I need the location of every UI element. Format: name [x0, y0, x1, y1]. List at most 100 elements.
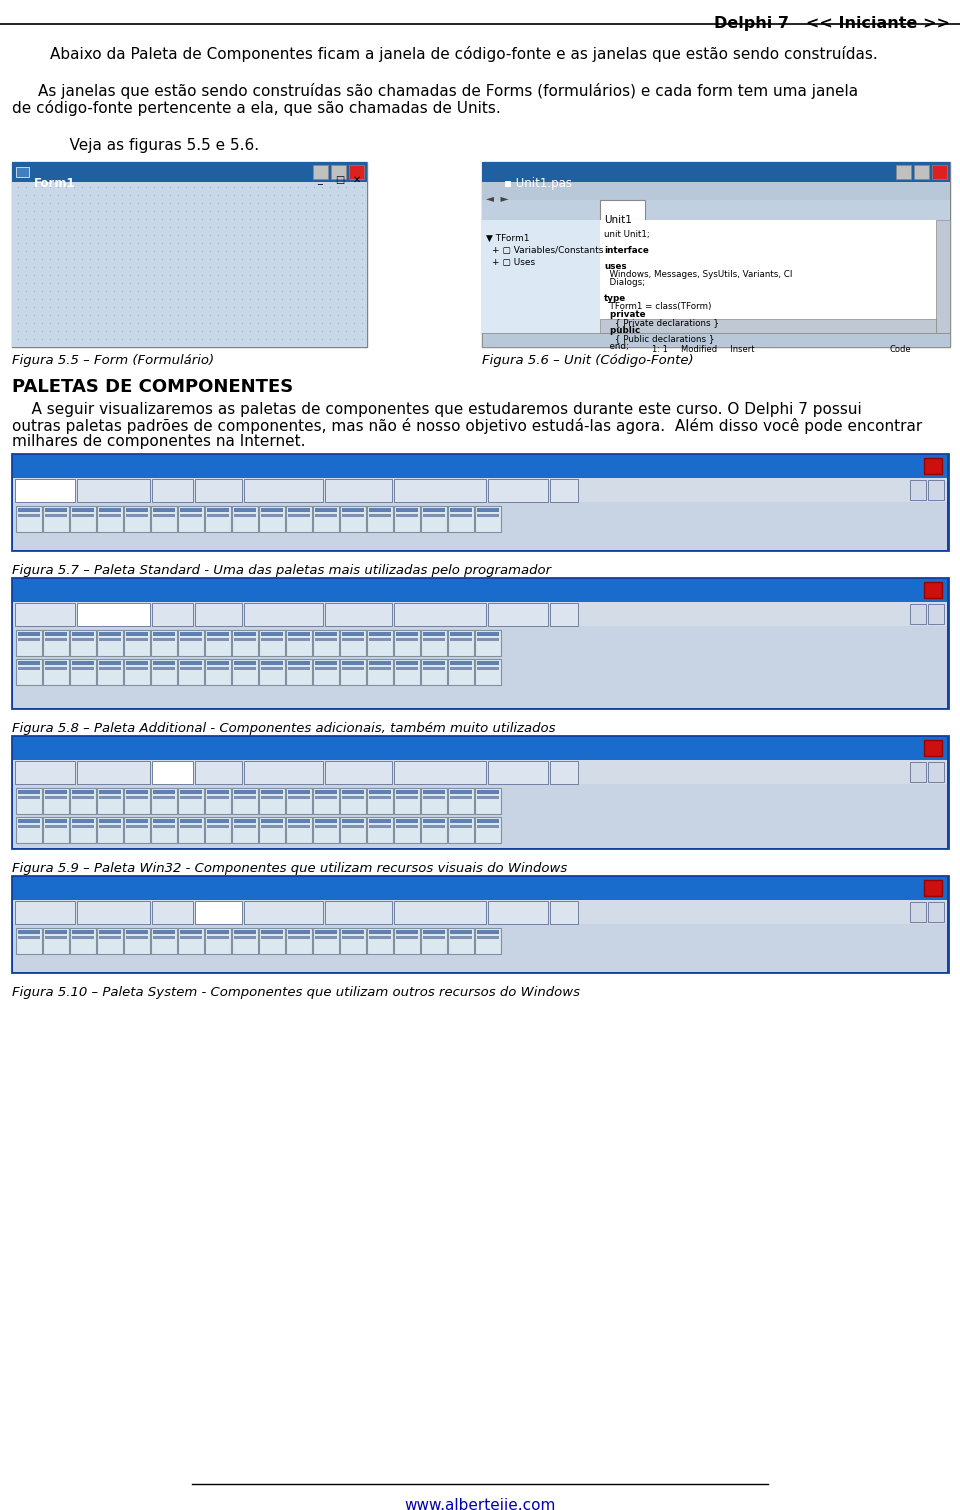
Text: System: System: [197, 917, 243, 927]
Bar: [600, 199, 645, 220]
Bar: [342, 661, 364, 664]
Bar: [207, 661, 229, 664]
Bar: [394, 506, 420, 532]
Bar: [367, 630, 393, 655]
Bar: [126, 936, 148, 939]
Bar: [369, 824, 391, 827]
Bar: [550, 761, 578, 784]
Text: A seguir visualizaremos as paletas de componentes que estudaremos durante este c: A seguir visualizaremos as paletas de co…: [12, 402, 862, 417]
Bar: [195, 479, 242, 501]
Bar: [488, 479, 548, 501]
Bar: [18, 507, 40, 512]
Bar: [369, 667, 391, 670]
Bar: [448, 630, 474, 655]
Text: ▼ TForm1: ▼ TForm1: [486, 234, 530, 243]
Bar: [477, 936, 499, 939]
Bar: [99, 796, 121, 799]
Bar: [924, 880, 942, 895]
Bar: [315, 639, 337, 642]
Bar: [43, 630, 69, 655]
Text: ►: ►: [931, 619, 941, 633]
Bar: [394, 761, 486, 784]
Bar: [288, 824, 310, 827]
Bar: [288, 513, 310, 516]
Bar: [207, 667, 229, 670]
Bar: [72, 796, 94, 799]
Bar: [207, 639, 229, 642]
Bar: [288, 796, 310, 799]
Bar: [152, 761, 193, 784]
Bar: [450, 818, 472, 823]
Text: Windows, Messages, SysUtils, Variants, Cl: Windows, Messages, SysUtils, Variants, C…: [604, 270, 792, 279]
Bar: [369, 930, 391, 935]
Bar: [475, 630, 501, 655]
Bar: [331, 165, 346, 180]
Bar: [43, 658, 69, 686]
Bar: [153, 661, 175, 664]
Text: Additional: Additional: [79, 619, 143, 630]
Bar: [124, 788, 150, 814]
Bar: [259, 929, 285, 954]
Bar: [234, 818, 256, 823]
Bar: [261, 936, 283, 939]
Bar: [475, 658, 501, 686]
Bar: [153, 790, 175, 794]
Bar: [448, 658, 474, 686]
Bar: [180, 818, 202, 823]
Bar: [394, 929, 420, 954]
Text: Form1: Form1: [34, 177, 76, 190]
Bar: [45, 824, 67, 827]
Bar: [99, 661, 121, 664]
Bar: [234, 633, 256, 636]
Text: Data Access: Data Access: [246, 495, 314, 504]
Bar: [261, 661, 283, 664]
Text: 1: 1     Modified     Insert: 1: 1 Modified Insert: [652, 344, 755, 353]
Bar: [396, 796, 418, 799]
Bar: [369, 633, 391, 636]
Bar: [72, 661, 94, 664]
Text: Figura 5.10 – Paleta System - Componentes que utilizam outros recursos do Window: Figura 5.10 – Paleta System - Componente…: [12, 986, 580, 1000]
Bar: [205, 817, 231, 843]
Bar: [12, 735, 948, 849]
Bar: [369, 513, 391, 516]
Bar: [423, 633, 445, 636]
Bar: [126, 667, 148, 670]
Bar: [488, 901, 548, 924]
Bar: [18, 639, 40, 642]
Bar: [286, 817, 312, 843]
Bar: [45, 633, 67, 636]
Bar: [342, 818, 364, 823]
Text: Data Controls: Data Controls: [396, 619, 471, 630]
Text: dbExpress: dbExpress: [327, 619, 385, 630]
Text: □: □: [335, 175, 345, 186]
Text: System: System: [197, 495, 238, 504]
Bar: [261, 790, 283, 794]
Bar: [18, 824, 40, 827]
Bar: [232, 630, 258, 655]
Bar: [315, 667, 337, 670]
Bar: [259, 658, 285, 686]
Bar: [45, 639, 67, 642]
Bar: [928, 480, 944, 500]
Bar: [286, 788, 312, 814]
Bar: [207, 930, 229, 935]
Text: BDE: BDE: [552, 495, 575, 504]
Text: Standard: Standard: [17, 619, 68, 630]
Bar: [153, 513, 175, 516]
Bar: [342, 639, 364, 642]
Bar: [450, 633, 472, 636]
Bar: [423, 824, 445, 827]
Bar: [910, 604, 926, 624]
Bar: [450, 790, 472, 794]
Bar: [288, 661, 310, 664]
Bar: [195, 901, 242, 924]
Bar: [924, 581, 942, 598]
Bar: [45, 790, 67, 794]
Bar: [261, 633, 283, 636]
Bar: [313, 658, 339, 686]
Bar: [367, 506, 393, 532]
Bar: [207, 818, 229, 823]
Bar: [207, 507, 229, 512]
Bar: [450, 507, 472, 512]
Bar: [342, 796, 364, 799]
